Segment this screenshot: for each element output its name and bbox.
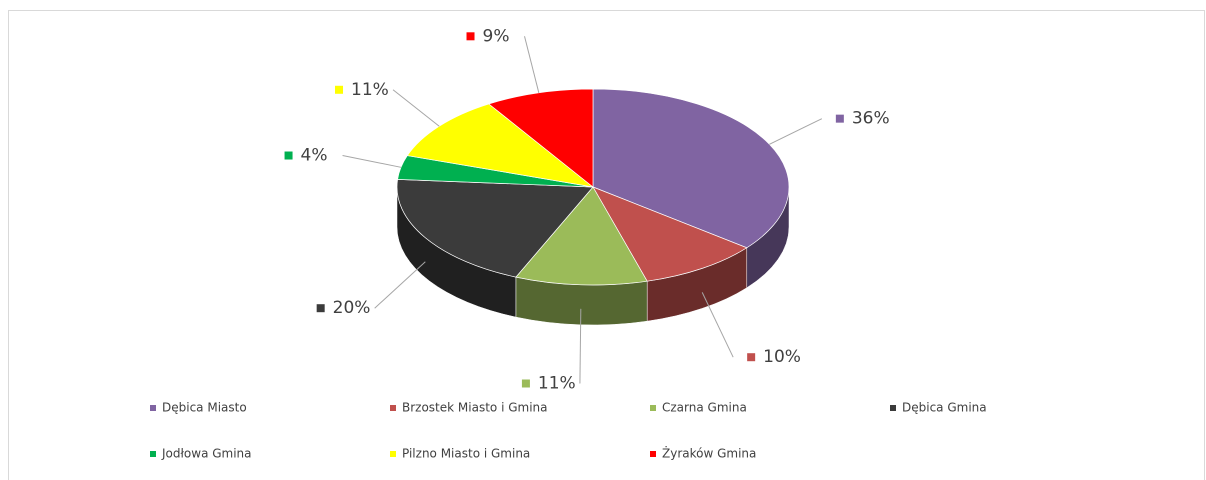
pie-slice: [592, 186, 748, 282]
leader-line: [342, 155, 402, 168]
data-label: 11%: [538, 373, 576, 393]
leader-line: [392, 89, 440, 127]
leader-line: [374, 261, 426, 309]
label-marker: [284, 151, 293, 160]
legend-label: Brzostek Miasto i Gmina: [402, 401, 548, 415]
leader-line: [769, 118, 823, 145]
label-marker: [316, 304, 325, 313]
leader-line: [701, 292, 734, 358]
label-marker: [747, 353, 756, 362]
legend-swatch: [390, 451, 396, 457]
label-marker: [466, 32, 475, 41]
leader-line: [579, 308, 582, 384]
pie-slice: [396, 179, 594, 278]
data-label: 20%: [333, 298, 371, 318]
label-marker: [335, 85, 344, 94]
legend-swatch: [150, 451, 156, 457]
legend-label: Żyraków Gmina: [662, 446, 756, 461]
leader-line: [524, 36, 540, 93]
legend-swatch: [650, 405, 656, 411]
legend-label: Dębica Gmina: [902, 401, 987, 415]
legend-swatch: [390, 405, 396, 411]
legend-label: Dębica Miasto: [162, 401, 247, 415]
data-label: 4%: [301, 146, 328, 166]
pie-slice: [592, 88, 790, 249]
label-marker: [521, 379, 530, 388]
legend-swatch: [650, 451, 656, 457]
legend-swatch: [890, 405, 896, 411]
pie-slice: [515, 186, 648, 286]
legend-swatch: [150, 405, 156, 411]
data-label: 36%: [852, 109, 890, 129]
legend-label: Czarna Gmina: [662, 401, 747, 415]
data-label: 9%: [483, 26, 510, 46]
legend-label: Jodłowa Gmina: [161, 447, 252, 461]
data-label: 10%: [763, 347, 801, 367]
label-marker: [835, 114, 844, 123]
legend-label: Pilzno Miasto i Gmina: [402, 447, 530, 461]
data-label: 11%: [351, 80, 389, 100]
